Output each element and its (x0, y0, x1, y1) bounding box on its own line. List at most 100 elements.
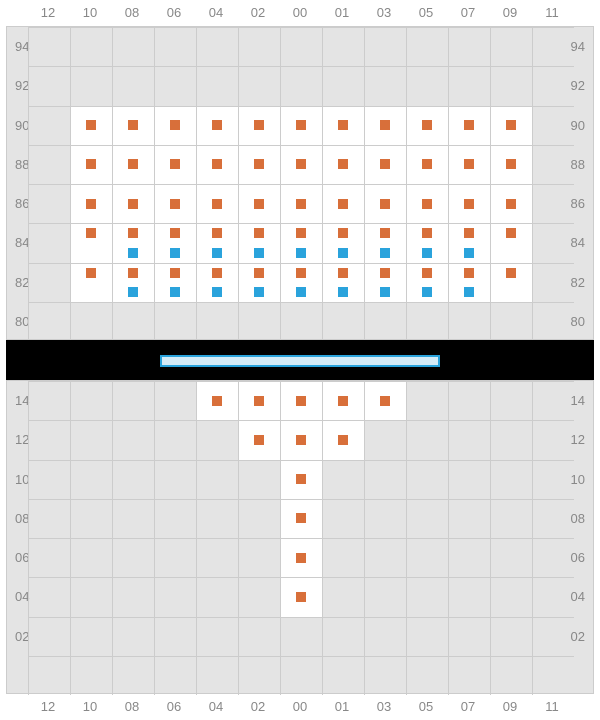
marker-orange (128, 120, 138, 130)
column-label: 04 (195, 0, 237, 26)
grid-cell (364, 420, 406, 459)
seating-chart: 12100806040200010305070911 9492908886848… (0, 0, 600, 720)
marker-blue (296, 287, 306, 297)
grid-cell (532, 656, 574, 695)
grid-cell (70, 538, 112, 577)
grid-cell (532, 617, 574, 656)
grid-cell (28, 302, 70, 341)
column-label: 08 (111, 694, 153, 720)
grid-cell (490, 499, 532, 538)
grid-cell (238, 656, 280, 695)
grid-cell (448, 381, 490, 420)
grid-cell (112, 617, 154, 656)
grid-cell (70, 577, 112, 616)
column-label: 11 (531, 0, 573, 26)
grid-cell (112, 27, 154, 66)
grid-cell (154, 577, 196, 616)
column-label: 09 (489, 0, 531, 26)
grid-cell (490, 577, 532, 616)
grid-cell (112, 420, 154, 459)
grid-cell (364, 656, 406, 695)
grid-cell (70, 617, 112, 656)
grid-cell (448, 460, 490, 499)
lower-panel: 14121008060402 14121008060402 (6, 380, 594, 694)
marker-orange (380, 120, 390, 130)
marker-orange (86, 199, 96, 209)
grid-cell (364, 460, 406, 499)
grid-cell (70, 302, 112, 341)
marker-blue (254, 287, 264, 297)
column-label: 06 (153, 694, 195, 720)
column-label: 12 (27, 0, 69, 26)
grid-cell (532, 66, 574, 105)
grid-cell (112, 656, 154, 695)
grid-cell (448, 617, 490, 656)
grid-cell (532, 302, 574, 341)
grid-cell (196, 499, 238, 538)
column-label: 02 (237, 694, 279, 720)
marker-blue (338, 287, 348, 297)
marker-blue (128, 287, 138, 297)
grid-cell (112, 577, 154, 616)
grid-cell (532, 106, 574, 145)
marker-blue (422, 287, 432, 297)
grid-cell (406, 656, 448, 695)
grid-cell (490, 460, 532, 499)
marker-orange (212, 228, 222, 238)
grid-cell (238, 66, 280, 105)
grid-cell (112, 302, 154, 341)
grid-cell (28, 538, 70, 577)
grid-cell (490, 302, 532, 341)
grid-cell (238, 617, 280, 656)
marker-orange (296, 513, 306, 523)
grid-cell (406, 420, 448, 459)
grid-cell (406, 538, 448, 577)
column-label: 05 (405, 694, 447, 720)
grid-cell (364, 538, 406, 577)
grid-cell (28, 577, 70, 616)
grid-cell (490, 381, 532, 420)
grid-cell (280, 617, 322, 656)
marker-orange (296, 592, 306, 602)
grid-cell (532, 184, 574, 223)
grid-cell (322, 460, 364, 499)
column-label: 09 (489, 694, 531, 720)
grid-cell (280, 66, 322, 105)
lower-grid (28, 381, 574, 693)
marker-orange (128, 228, 138, 238)
grid-cell (490, 538, 532, 577)
marker-orange (86, 159, 96, 169)
column-label: 12 (27, 694, 69, 720)
grid-cell (28, 420, 70, 459)
grid-cell (532, 145, 574, 184)
grid-cell (322, 577, 364, 616)
grid-cell (490, 66, 532, 105)
marker-blue (212, 287, 222, 297)
column-label: 05 (405, 0, 447, 26)
marker-orange (170, 159, 180, 169)
marker-orange (254, 159, 264, 169)
grid-cell (28, 499, 70, 538)
stage-bar (160, 355, 440, 367)
marker-orange (170, 120, 180, 130)
grid-cell (448, 577, 490, 616)
upper-grid (28, 27, 574, 339)
grid-cell (28, 27, 70, 66)
marker-orange (296, 228, 306, 238)
marker-orange (464, 199, 474, 209)
grid-cell (196, 420, 238, 459)
grid-cell (154, 27, 196, 66)
grid-cell (490, 656, 532, 695)
grid-cell (406, 617, 448, 656)
grid-cell (280, 302, 322, 341)
grid-cell (532, 460, 574, 499)
grid-cell (196, 577, 238, 616)
grid-cell (448, 538, 490, 577)
grid-cell (490, 617, 532, 656)
grid-cell (406, 27, 448, 66)
grid-cell (154, 617, 196, 656)
grid-cell (28, 617, 70, 656)
grid-cell (196, 66, 238, 105)
grid-cell (28, 145, 70, 184)
marker-orange (212, 159, 222, 169)
